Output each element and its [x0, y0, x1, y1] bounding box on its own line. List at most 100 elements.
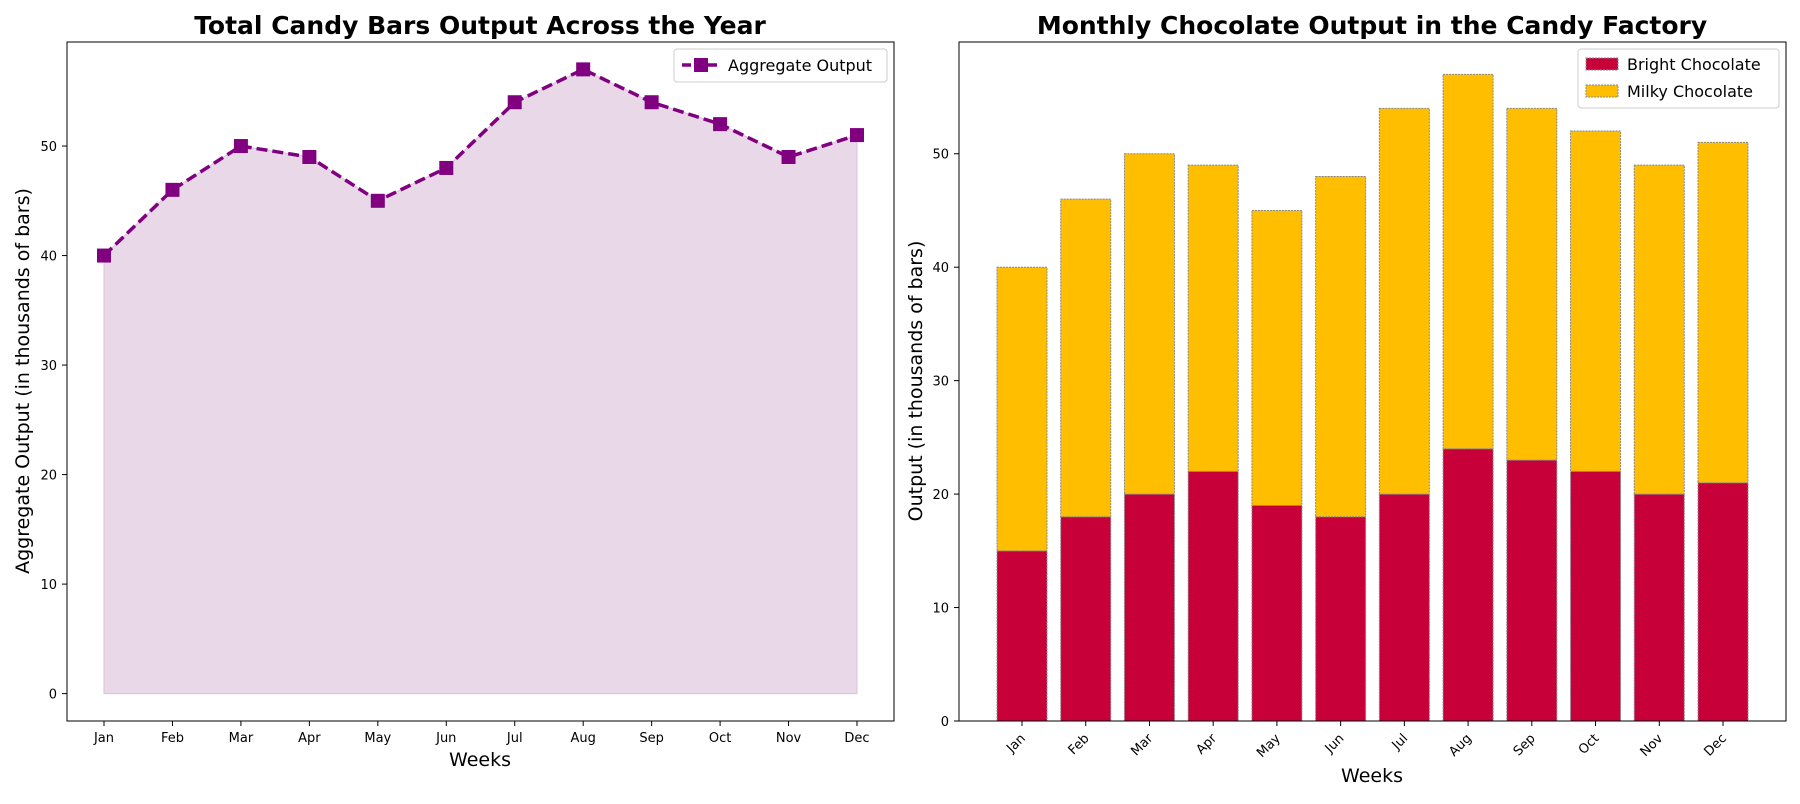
line-chart-legend-marker-swatch [694, 58, 708, 72]
bar-segment-bright [1697, 482, 1749, 722]
bar-chart-x-tick-label: May [1254, 731, 1284, 761]
bar-chart-bars [996, 73, 1749, 722]
line-chart-x-tick-label: Dec [844, 731, 869, 746]
bar-chart-y-tick-label: 10 [932, 602, 949, 617]
line-chart-x-tick-label: Feb [161, 731, 184, 746]
line-chart-y-axis-label: Aggregate Output (in thousands of bars) [12, 188, 34, 574]
bar-chart-x-tick-label: Jan [1003, 731, 1028, 756]
line-chart-point-marker [370, 193, 385, 208]
line-chart-series-line [102, 67, 858, 257]
line-chart-point-marker [850, 128, 864, 143]
bar-segment-bright [1123, 493, 1175, 722]
bar-chart-y-tick-label: 0 [941, 715, 949, 730]
line-chart-line-layer [102, 67, 858, 257]
line-chart-x-tick-label: May [364, 731, 391, 746]
line-chart-x-axis-label: Weeks [449, 749, 511, 771]
line-chart-point-marker [165, 182, 180, 197]
bar-chart-x-tick-label: Mar [1128, 731, 1156, 759]
line-chart-y-tick-label: 40 [40, 250, 57, 265]
bar-chart-x-tick-label: Feb [1066, 731, 1093, 758]
line-chart-marker-layer [97, 62, 864, 263]
bar-chart-y-tick-label: 20 [932, 488, 949, 503]
bar-chart-legend-box [1577, 48, 1780, 109]
line-chart-y-tick-label: 50 [40, 140, 57, 155]
bar-chart-x-tick-label: Sep [1511, 731, 1539, 759]
bar-segment-milky [1570, 130, 1622, 472]
bar-chart-legend-label-milky: Milky Chocolate [1627, 82, 1753, 101]
bar-segment-milky [1697, 141, 1749, 484]
line-chart-y-tick-label: 20 [40, 469, 57, 484]
bar-segment-bright [1506, 459, 1558, 722]
bar-chart-y-tick-label: 50 [932, 148, 949, 163]
line-chart-point-marker [576, 62, 591, 77]
line-chart-legend: Aggregate Output [673, 48, 888, 83]
bar-chart-y-tick-label: 40 [932, 261, 949, 276]
line-chart-x-tick-label: Sep [639, 731, 664, 746]
bar-chart-x-ticks: Jan Feb Mar Apr May Jun Jul Aug Sep Oct Nov Dec [1003, 721, 1730, 761]
bar-segment-milky [1187, 164, 1239, 472]
bar-segment-milky [1506, 107, 1558, 461]
bar-segment-milky [996, 266, 1048, 552]
line-chart-x-tick-label: Oct [709, 731, 731, 746]
bar-segment-milky [1251, 209, 1303, 506]
bar-segment-milky [1442, 73, 1494, 450]
line-chart-point-marker [644, 95, 659, 110]
bar-segment-bright [1315, 516, 1367, 722]
bar-segment-bright [1378, 493, 1430, 722]
bar-chart-legend-swatch-bright [1585, 57, 1619, 71]
line-chart-x-tick-label: Jun [435, 731, 456, 746]
line-chart-point-marker [781, 149, 796, 164]
line-chart-x-tick-label: Jul [506, 731, 523, 746]
line-chart-plot-frame [66, 41, 895, 722]
bar-chart-x-tick-label: Dec [1701, 731, 1729, 759]
line-chart-title: Total Candy Bars Output Across the Year [194, 11, 766, 40]
line-chart-point-marker [439, 160, 454, 175]
bar-chart-legend-swatch-milky [1585, 84, 1619, 98]
bar-segment-milky [1315, 175, 1367, 518]
bar-segment-bright [1633, 493, 1685, 722]
line-chart-legend-box [673, 48, 888, 83]
line-chart-point-marker [233, 139, 248, 154]
bar-segment-milky [1378, 107, 1430, 495]
bar-segment-bright [1187, 470, 1239, 722]
bar-chart: Monthly Chocolate Output in the Candy Fa… [905, 11, 1787, 787]
line-chart-y-tick-label: 30 [40, 359, 57, 374]
line-chart-legend-label: Aggregate Output [728, 56, 872, 75]
bar-chart-legend: Bright Chocolate Milky Chocolate [1577, 48, 1780, 109]
bar-segment-bright [1060, 516, 1112, 722]
line-chart-x-tick-label: Nov [776, 731, 802, 746]
line-chart-point-marker [97, 248, 111, 263]
bar-segment-bright [996, 550, 1048, 722]
bar-chart-x-tick-label: Jun [1322, 731, 1348, 757]
bar-segment-bright [1442, 448, 1494, 722]
line-chart-x-tick-label: Jan [93, 731, 114, 746]
line-chart-y-ticks: 0 10 20 30 40 50 [40, 140, 67, 703]
line-chart-x-tick-label: Apr [298, 731, 321, 746]
line-chart-x-tick-label: Mar [229, 731, 254, 746]
bar-chart-x-tick-label: Apr [1193, 731, 1220, 758]
bar-segment-milky [1123, 153, 1175, 495]
bar-chart-legend-label-bright: Bright Chocolate [1627, 55, 1761, 74]
bar-chart-x-tick-label: Nov [1638, 731, 1667, 760]
line-chart-point-marker [507, 95, 522, 110]
bar-chart-x-tick-label: Jul [1389, 731, 1411, 753]
line-chart-x-ticks: Jan Feb Mar Apr May Jun Jul Aug Sep Oct Nov Dec [93, 721, 870, 746]
bar-chart-x-tick-label: Aug [1446, 731, 1475, 760]
line-chart-point-marker [302, 149, 317, 164]
bar-segment-bright [1251, 504, 1303, 722]
bar-chart-plot-frame [958, 41, 1787, 722]
bar-chart-y-axis-label: Output (in thousands of bars) [905, 241, 927, 522]
bar-segment-bright [1570, 470, 1622, 722]
bar-chart-x-tick-label: Oct [1576, 731, 1603, 758]
bar-segment-milky [1633, 164, 1685, 495]
line-chart-point-marker [713, 117, 728, 132]
bar-chart-x-axis-label: Weeks [1341, 765, 1403, 787]
line-chart-y-tick-label: 0 [49, 688, 57, 703]
line-chart-x-tick-label: Aug [570, 731, 595, 746]
bar-chart-y-ticks: 0 10 20 30 40 50 [932, 148, 959, 730]
bar-segment-milky [1060, 198, 1112, 518]
bar-chart-y-tick-label: 30 [932, 375, 949, 390]
line-chart-y-tick-label: 10 [40, 578, 57, 593]
